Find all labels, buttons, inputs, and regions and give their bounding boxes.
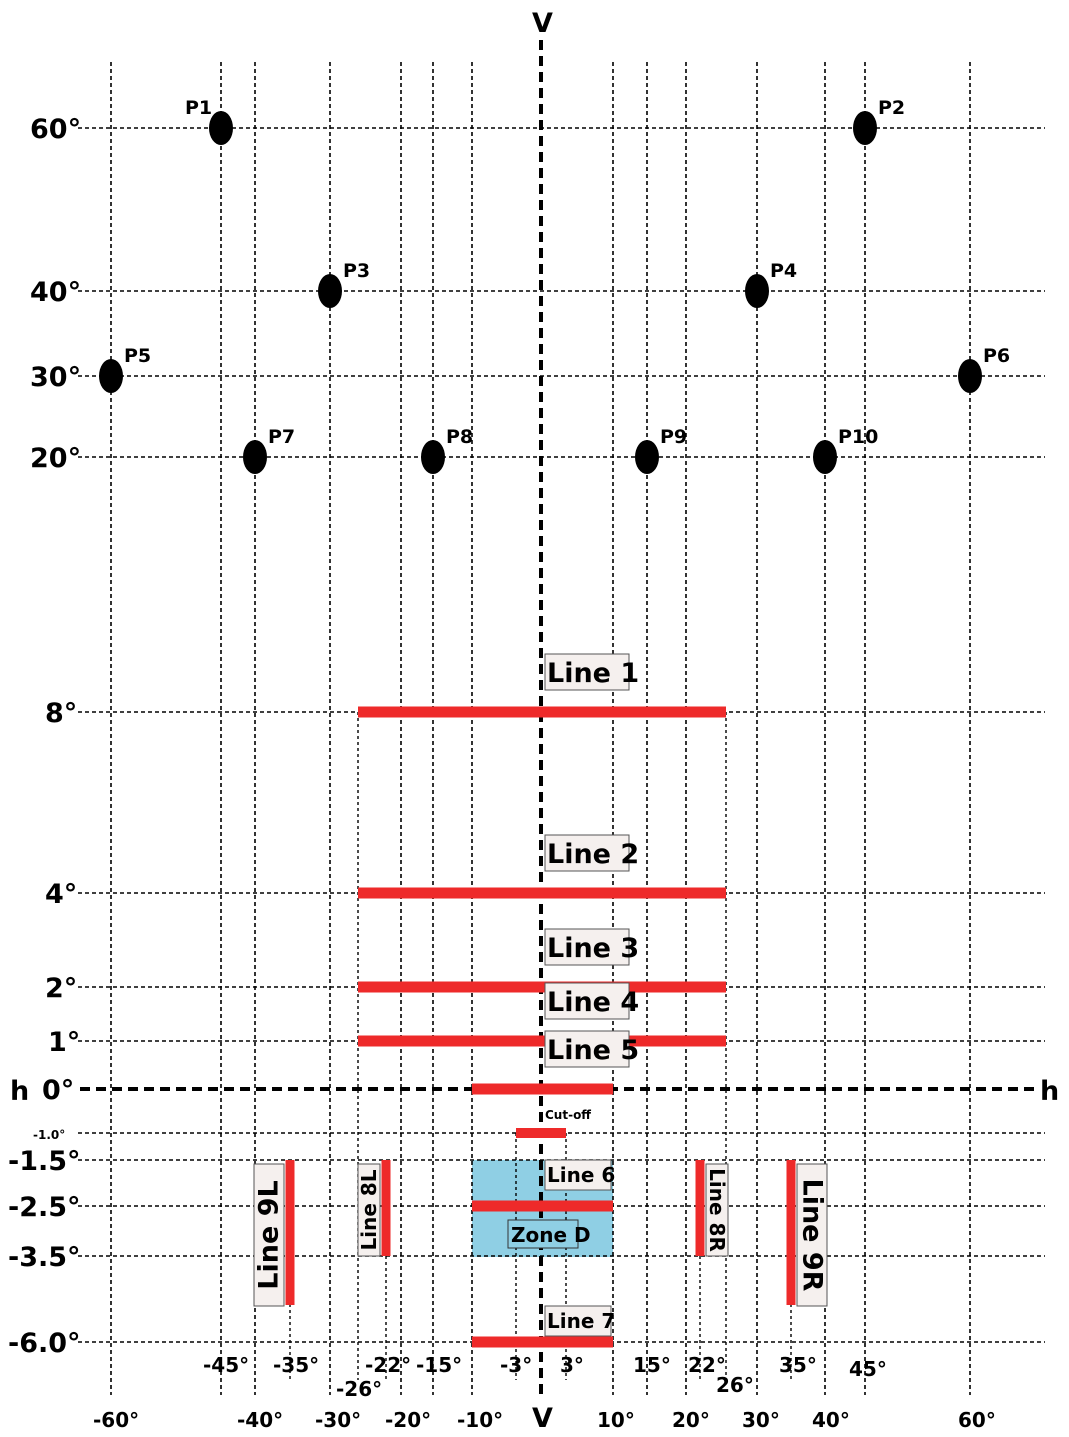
- y-tick-labels: 60° 40° 30° 20° 8° 4° 2° 1° 0° -1.0° -1.5° -2.5° -3.…: [8, 114, 81, 1359]
- y-tick-label: 1°: [48, 1027, 80, 1058]
- measurement-point: [635, 440, 659, 474]
- vertical-line-label: Line 8R: [705, 1168, 729, 1252]
- measurement-point: [958, 359, 982, 393]
- x-tick-label-lower: -10°: [457, 1408, 503, 1432]
- y-tick-label: 8°: [45, 698, 77, 729]
- line-label: Line 2: [547, 839, 639, 870]
- x-tick-label-upper: -45°: [203, 1353, 249, 1377]
- x-tick-label-upper: 26°: [716, 1373, 754, 1397]
- measurement-point: [243, 440, 267, 474]
- y-tick-label: -2.5°: [8, 1192, 81, 1223]
- line-label: Line 5: [547, 1035, 639, 1066]
- x-tick-label-upper: 15°: [633, 1353, 671, 1377]
- point-label: P8: [446, 426, 473, 448]
- x-tick-label-upper: 35°: [779, 1353, 817, 1377]
- x-tick-label-lower: -40°: [237, 1408, 283, 1432]
- point-label: P4: [770, 260, 797, 282]
- vertical-line-label: Line 9L: [254, 1180, 285, 1289]
- point-label: P5: [124, 345, 151, 367]
- x-tick-label-lower: 40°: [812, 1408, 850, 1432]
- zone-label: Zone D: [511, 1223, 591, 1247]
- point-label: P10: [838, 426, 878, 448]
- point-label: P7: [268, 426, 295, 448]
- point-label: P9: [660, 426, 687, 448]
- x-tick-label-upper: -35°: [273, 1353, 319, 1377]
- x-tick-label-upper: -3°: [500, 1353, 532, 1377]
- y-tick-label: -6.0°: [8, 1328, 81, 1359]
- line-label: Line 1: [547, 658, 639, 689]
- marks: Line 1 Line 2 Line 3 Line 4 Line 5 Line 6 Line…: [99, 97, 1010, 1342]
- h-axis-label-left: h: [10, 1076, 29, 1107]
- measurement-point: [421, 440, 445, 474]
- measurement-point: [853, 111, 877, 145]
- x-tick-label-lower: 30°: [742, 1408, 780, 1432]
- y-tick-label: 40°: [30, 277, 81, 308]
- x-tick-label-upper: -26°: [336, 1377, 382, 1401]
- x-tick-label-upper: -22°: [365, 1353, 411, 1377]
- line-label: Line 7: [547, 1309, 615, 1333]
- vertical-line-label: Line 9R: [797, 1179, 828, 1292]
- measurement-point: [813, 440, 837, 474]
- v-axis-label-top: V: [532, 8, 553, 39]
- h-axis-label-right: h: [1040, 1076, 1059, 1107]
- y-tick-label: 0°: [42, 1075, 74, 1106]
- point-label: P3: [343, 260, 370, 282]
- measurement-point: [745, 274, 769, 308]
- y-tick-label: 30°: [30, 362, 81, 393]
- x-tick-label-lower: 20°: [672, 1408, 710, 1432]
- y-tick-label: 2°: [45, 973, 77, 1004]
- line-label: Line 3: [547, 933, 639, 964]
- point-label: P1: [185, 97, 212, 119]
- y-tick-label: -3.5°: [8, 1242, 81, 1273]
- y-tick-label: 60°: [30, 114, 81, 145]
- v-axis-label-bottom: V: [532, 1403, 553, 1434]
- point-label: P2: [878, 97, 905, 119]
- x-tick-label-upper: -15°: [416, 1353, 462, 1377]
- x-tick-label-lower: 10°: [597, 1408, 635, 1432]
- x-tick-label-upper: 3°: [560, 1353, 584, 1377]
- measurement-point: [318, 274, 342, 308]
- measurement-point: [99, 359, 123, 393]
- x-tick-label-upper: 45°: [849, 1357, 887, 1381]
- x-tick-label-lower: -30°: [315, 1408, 361, 1432]
- vertical-line-label: Line 8L: [357, 1169, 381, 1250]
- line-label: Line 4: [547, 987, 639, 1018]
- x-tick-label-lower: -20°: [385, 1408, 431, 1432]
- y-tick-label: 4°: [45, 879, 77, 910]
- line-label: Line 6: [547, 1163, 615, 1187]
- x-tick-label-lower: 60°: [958, 1408, 996, 1432]
- point-label: P6: [983, 345, 1010, 367]
- x-tick-label-lower: -60°: [93, 1408, 139, 1432]
- cutoff-label: Cut-off: [545, 1108, 591, 1122]
- y-tick-label: -1.0°: [33, 1128, 65, 1142]
- y-tick-label: 20°: [30, 443, 81, 474]
- measurement-point: [209, 111, 233, 145]
- y-tick-label: -1.5°: [8, 1146, 81, 1177]
